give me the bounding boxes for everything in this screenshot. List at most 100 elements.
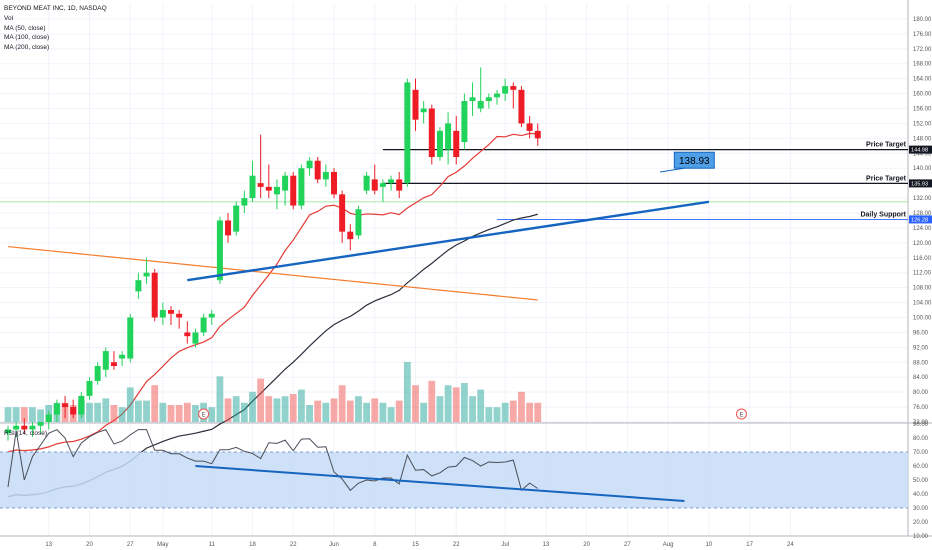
volume-bar [29,407,36,422]
candle-body [168,310,174,314]
rsi-panel [0,428,908,509]
volume-bar [192,405,199,422]
price-tick-label: 168.00 [913,62,932,68]
price-tick-label: 180.00 [913,17,932,23]
earnings-marker-2: E [739,413,743,419]
volume-bar [102,398,110,422]
price-annotations [0,149,908,220]
rsi-tick-label: 50.00 [913,478,929,484]
volume-bar [346,400,354,422]
price-target-label-1: Price Target [866,142,907,149]
daily-support-label: Daily Support [860,211,906,218]
price-tick-label: 148.00 [913,136,932,142]
volume-bar [94,402,102,422]
volume-bar [436,396,444,422]
volume-bar [20,407,28,422]
volume-bar [298,389,305,422]
symbol-title[interactable]: BEYOND MEAT INC, 1D, NASDAQ [4,5,107,12]
candle-body [494,93,500,98]
candle-body [45,414,52,422]
candle-body [62,403,69,408]
price-tick-label: 100.00 [913,316,932,322]
volume-bar [265,396,273,422]
volume-bar [420,402,428,422]
volume-bar [240,402,248,422]
candle-body [29,425,36,430]
callout-box [673,151,715,169]
price-tick-label: 92.00 [913,345,929,351]
price-tick-label: 88.00 [913,360,929,366]
price-tick-label: 104.00 [913,301,932,307]
indicator-ma200[interactable]: MA (200, close) [4,44,50,52]
candle-body [526,123,533,131]
price-target-tag-1-bg [909,145,932,154]
candle-body [249,175,256,199]
rsi-tick-label: 80.00 [913,436,929,442]
time-tick-label: 10 [706,542,713,548]
trend-lines[interactable] [187,200,710,282]
price-tick-label: 112.00 [913,271,932,277]
chart-legend: BEYOND MEAT INC, 1D, NASDAQ Vol MA (50, … [4,4,107,53]
volume-bar [469,396,476,422]
candle-body [127,317,134,359]
price-trendline [187,200,710,282]
candle-body [388,179,395,184]
candle-body [314,160,321,180]
volume-bar [355,396,362,422]
price-tick-label: 172.00 [913,47,932,53]
indicator-volume[interactable]: Vol [4,14,14,22]
candle-body [200,317,207,333]
candle-body [485,97,492,102]
indicator-ma100[interactable]: MA (100, close) [4,34,50,42]
volume-bar [412,385,419,422]
volume-bar [534,402,542,422]
moving-average-lines [7,132,538,498]
candle-body [225,220,232,236]
price-tick-label: 164.00 [913,77,932,83]
volume-bar [338,385,346,422]
time-tick-label: 18 [249,542,256,548]
price-target-tag-1: 144.98 [911,148,928,154]
candle-body [371,179,378,191]
volume-bar [4,407,12,422]
volume-bar [167,405,175,422]
candle-body [412,89,419,120]
price-target-label-2: Price Target [866,175,907,182]
volume-bar [183,402,191,422]
volume-bar [428,380,436,422]
volume-bar [477,389,485,422]
chart-grid [0,0,932,537]
volume-bar [175,405,183,422]
candle-body [428,108,435,158]
candle-body [469,97,476,102]
rsi-tick-label: 90.00 [913,422,929,428]
volume-bar [371,398,379,422]
time-axis[interactable]: 13 20 27 May 11 18 22 Jun 8 15 22 Jul 13 20 27 Aug 10 17 2… [45,542,794,548]
daily-support-tag: 126.28 [911,217,928,223]
rsi-tick-label: 70.00 [913,450,929,456]
volume-bar [379,402,387,422]
rsi-axis[interactable]: 90.00 80.00 70.00 60.00 50.00 40.00 30.00 20.00… [913,422,929,540]
candle-body [461,101,468,143]
candle-body [159,310,166,318]
candle-body [53,403,60,415]
price-tick-label: 108.00 [913,286,932,292]
price-target-tag-2: 135.93 [911,181,928,187]
price-tick-label: 116.00 [913,256,932,262]
time-tick-label: Jul [501,542,509,548]
price-tick-label: 176.00 [913,32,932,38]
volume-bar [135,400,142,422]
volume-bar [281,396,289,422]
time-tick-label: 22 [290,542,297,548]
candle-body [420,108,427,113]
candle-body [192,332,199,344]
indicator-ma50[interactable]: MA (50, close) [4,24,46,32]
candle-body [477,101,484,109]
candle-body [257,183,264,187]
candle-body [534,130,541,139]
volume-bar [118,407,126,422]
candle-body [233,205,240,232]
rsi-trendline [195,465,685,502]
rsi-legend[interactable]: RSI (14, close) [4,430,47,437]
